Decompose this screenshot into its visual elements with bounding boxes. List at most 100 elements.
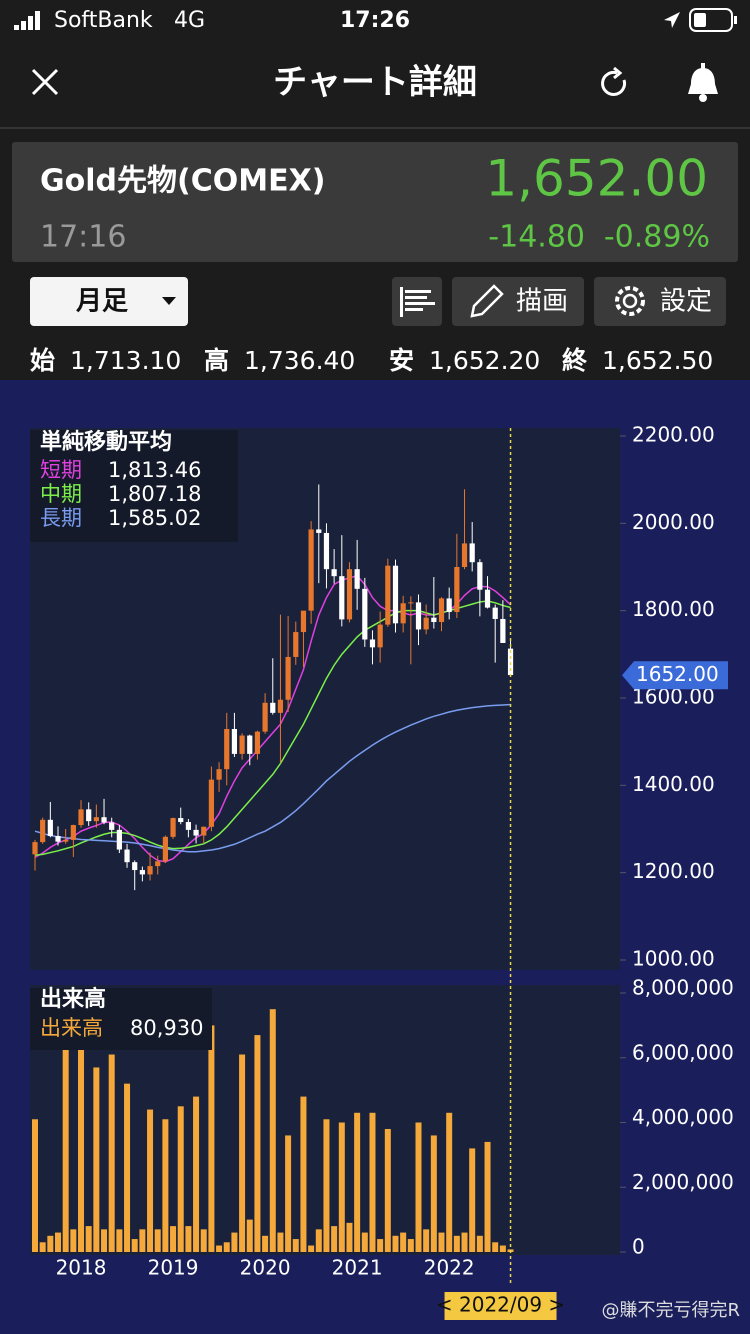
legend-value: 1,585.02: [108, 506, 202, 530]
y-tick-label: 8,000,000: [632, 976, 734, 1000]
period-label: 月足: [75, 287, 128, 317]
close-button[interactable]: [31, 68, 59, 96]
quote-time: 17:16: [40, 220, 126, 255]
volume-bar: [407, 1239, 414, 1252]
legend-name: 中期: [40, 482, 82, 506]
candle-body: [477, 562, 483, 590]
volume-bar: [423, 1229, 430, 1252]
y-tick-label: 1400.00: [632, 772, 715, 796]
y-tick-label: 2000.00: [632, 510, 715, 534]
network: 4G: [174, 8, 205, 33]
volume-bar: [78, 1048, 85, 1252]
legend-box: [30, 430, 238, 542]
volume-bar: [476, 1235, 483, 1252]
moving-average-line: [34, 703, 511, 853]
candle-body: [162, 836, 168, 862]
volume-bar: [193, 1096, 200, 1252]
carrier: SoftBank: [54, 8, 153, 33]
volume-bar: [461, 1232, 468, 1252]
volume-bar: [415, 1122, 422, 1252]
candle-body: [216, 769, 222, 780]
ohlc-value: 1,713.10: [70, 346, 181, 375]
volume-bar: [85, 1226, 92, 1252]
clock: 17:26: [340, 8, 410, 33]
candle-body: [277, 699, 284, 713]
period-button[interactable]: 月足: [30, 277, 188, 326]
price-change: -14.80: [488, 220, 585, 255]
candle-body: [185, 822, 191, 830]
volume-bar: [93, 1067, 100, 1252]
candle-body: [170, 818, 176, 837]
candle-body: [201, 826, 207, 836]
x-tick-label: 2021: [332, 1256, 383, 1280]
ohlc-row: 始 1,713.10 高 1,736.40 安 1,652.20 終 1,652…: [30, 346, 713, 375]
volume-bar: [285, 1135, 292, 1252]
candle-body: [116, 829, 122, 850]
candle-body: [47, 819, 53, 836]
battery-icon: [689, 8, 737, 32]
candle-body: [438, 598, 445, 623]
legend-value: 80,930: [130, 1016, 203, 1040]
candle-body: [446, 598, 452, 612]
volume-bar: [231, 1232, 238, 1252]
legend-name: 出来高: [40, 1016, 103, 1040]
candle-body: [254, 731, 261, 754]
candle-body: [454, 567, 460, 612]
volume-bar: [162, 1119, 169, 1252]
settings-button[interactable]: 設定: [594, 277, 726, 326]
volume-bar: [47, 1235, 54, 1252]
candle-body: [285, 656, 291, 700]
volume-bar: [70, 1229, 77, 1252]
ohlc-value: 1,652.20: [429, 346, 540, 375]
volume-bar: [300, 1096, 307, 1252]
x-tick-label: 2018: [56, 1256, 107, 1280]
alert-button[interactable]: [688, 63, 718, 102]
volume-bar: [384, 1128, 391, 1252]
y-tick-label: 1200.00: [632, 859, 715, 883]
candle-body: [93, 817, 99, 822]
candle-body: [132, 862, 138, 871]
candle-body: [339, 576, 345, 620]
indicator-button[interactable]: [392, 277, 442, 326]
ohlc-value: 1,652.50: [602, 346, 713, 375]
candle-body: [469, 543, 475, 563]
candle-body: [408, 602, 414, 604]
legend-title: 出来高: [40, 986, 106, 1012]
volume-bar: [453, 1235, 460, 1252]
ohlc-label: 始: [30, 346, 55, 375]
volume-bar: [108, 1054, 115, 1252]
candle-body: [316, 529, 322, 533]
ohlc-label: 安: [389, 346, 414, 375]
legend-name: 長期: [40, 506, 82, 530]
candle-body: [55, 835, 61, 842]
volume-bar: [55, 1232, 62, 1252]
legend-box: [30, 988, 212, 1050]
quote-box: [12, 142, 738, 262]
volume-bar: [154, 1229, 161, 1252]
candle-body: [323, 532, 330, 570]
volume-bar: [446, 1112, 453, 1252]
volume-bar: [246, 1219, 253, 1252]
legend-name: 短期: [40, 458, 82, 482]
candle-body: [86, 809, 92, 822]
volume-bar: [131, 1239, 138, 1252]
candle-body: [362, 588, 368, 640]
settings-label: 設定: [660, 287, 712, 317]
candle-body: [392, 565, 399, 624]
last-price: 1,652.00: [485, 150, 708, 208]
y-tick-label: 0: [632, 1235, 645, 1259]
instrument-name: Gold先物(COMEX): [40, 164, 325, 199]
candle-body: [208, 779, 215, 827]
y-tick-label: 1000.00: [632, 947, 715, 971]
volume-bar: [354, 1112, 361, 1252]
refresh-button[interactable]: [601, 66, 627, 96]
ohlc-value: 1,736.40: [244, 346, 355, 375]
draw-button[interactable]: 描画: [452, 277, 584, 326]
moving-average-line: [34, 600, 511, 856]
volume-bar: [277, 1232, 284, 1252]
volume-bar: [32, 1119, 38, 1252]
volume-bar: [438, 1232, 445, 1252]
candle-body: [101, 817, 107, 823]
candle-body: [109, 822, 115, 830]
volume-bar: [346, 1222, 353, 1252]
